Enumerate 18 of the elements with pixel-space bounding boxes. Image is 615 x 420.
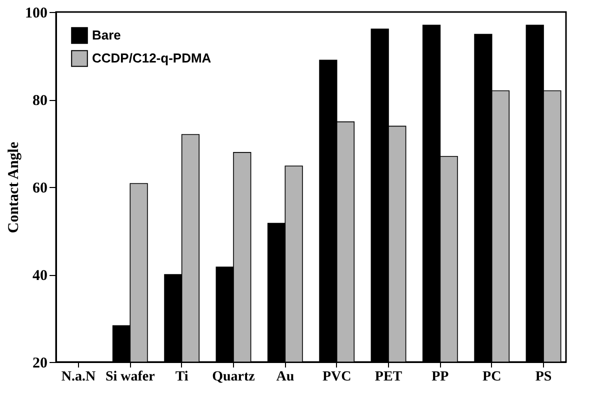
y-tick-label: 100 — [25, 6, 48, 22]
y-tick-label: 40 — [32, 268, 48, 284]
y-axis-title: Contact Angle — [6, 142, 22, 234]
x-tick-label: Ti — [175, 370, 188, 384]
x-tick-label: Si wafer — [105, 370, 155, 384]
x-tick-label: PET — [374, 370, 403, 384]
x-tick-label: PVC — [322, 370, 352, 384]
x-tick-label: N.a.N — [61, 370, 96, 384]
y-tick-label: 60 — [32, 180, 48, 196]
x-tick-label: PS — [535, 370, 552, 384]
x-tick-label: Quartz — [212, 370, 255, 384]
y-tick-label: 20 — [32, 356, 48, 372]
legend-label: CCDP/C12-q-PDMA — [92, 50, 212, 66]
x-tick-label: Au — [276, 370, 294, 384]
x-tick-label: PC — [482, 370, 502, 384]
legend-label: Bare — [92, 28, 121, 42]
y-tick-label: 80 — [32, 93, 48, 109]
x-tick-label: PP — [432, 370, 450, 384]
